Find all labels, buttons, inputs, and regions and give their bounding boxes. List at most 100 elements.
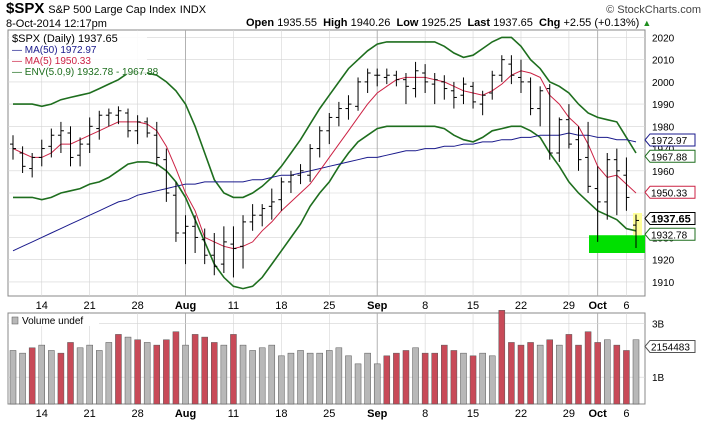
x-tick-label: 14	[36, 408, 48, 420]
ohlc-bar	[211, 233, 218, 276]
volume-bar	[38, 344, 46, 405]
volume-tick-label: 3B	[652, 320, 665, 331]
ohlc-bar	[479, 90, 486, 116]
ohlc-bar	[335, 101, 342, 127]
envelope-lower-line	[13, 125, 637, 290]
legend-main: $SPX (Daily) 1937.65	[12, 33, 118, 45]
ohlc-bar	[575, 126, 582, 171]
x-tick-label: 25	[323, 408, 335, 420]
ohlc-bar	[393, 70, 400, 87]
legend-ma5: — MA(5) 1950.33	[12, 56, 91, 67]
value-tag-box	[644, 185, 696, 199]
last-value: 1937.65	[493, 17, 533, 29]
ohlc-bar	[450, 81, 457, 109]
volume-bar	[211, 342, 218, 405]
value-tag-label: 1972.97	[651, 136, 688, 147]
ohlc-bar	[402, 73, 409, 105]
volume-bar	[9, 350, 17, 405]
ohlc-bar	[19, 146, 26, 173]
value-tag: 1937.65	[644, 211, 696, 225]
ohlc-bar	[29, 153, 36, 178]
ohlc-bar	[364, 68, 371, 93]
stockcharts-credit[interactable]: © StockCharts.com	[606, 4, 701, 16]
symbol: $SPX	[6, 0, 45, 17]
ohlc-bar	[565, 104, 572, 149]
volume-bar	[594, 342, 601, 405]
volume-bar	[316, 352, 323, 405]
volume-bar	[536, 344, 544, 405]
volume-bar	[163, 339, 170, 405]
value-tag: 1972.97	[644, 133, 696, 147]
ohlc-bar	[115, 106, 122, 125]
ohlc-bar	[345, 95, 352, 120]
ohlc-bar	[489, 70, 496, 100]
ohlc-bar	[192, 215, 199, 253]
x-tick-label: 21	[84, 408, 96, 420]
volume-bar	[393, 352, 400, 405]
volume-bar	[96, 350, 103, 405]
support-highlight-box	[589, 235, 645, 253]
ohlc-bar	[86, 117, 93, 153]
chart-title: $SPX S&P 500 Large Cap Index INDX	[6, 0, 206, 17]
volume-bar	[613, 344, 621, 405]
volume-bar	[268, 344, 276, 405]
volume-bar	[364, 352, 371, 405]
high-value: 1940.26	[350, 17, 391, 29]
ohlc-bar	[105, 108, 112, 127]
x-tick-label: 28	[131, 408, 143, 420]
ohlc-bar	[604, 153, 611, 220]
volume-bar	[134, 339, 141, 405]
ohlc-bar	[172, 181, 179, 242]
ohlc-bar	[460, 77, 467, 105]
chg-label: Chg	[539, 17, 561, 29]
value-tag-label: 1950.33	[651, 188, 688, 199]
x-tick-label: 25	[323, 300, 335, 312]
x-tick-label: 29	[563, 300, 575, 312]
value-tag-label: 1967.88	[651, 152, 688, 163]
ohlc-bar	[144, 117, 151, 138]
x-tick-label: 11	[228, 408, 239, 420]
ohlc-bar	[441, 75, 448, 100]
volume-bar	[115, 334, 122, 405]
volume-bar	[105, 342, 113, 405]
volume-bar	[143, 342, 151, 405]
volume-legend-swatch	[11, 316, 19, 325]
volume-bar	[57, 352, 65, 405]
volume-bar	[479, 352, 486, 405]
volume-bar	[412, 347, 419, 405]
x-tick-label: 22	[515, 408, 527, 420]
volume-bar	[488, 355, 496, 405]
ohlc-bar	[508, 55, 515, 85]
volume-bar	[191, 334, 199, 405]
volume-bar	[172, 331, 180, 405]
volume-bar	[498, 310, 506, 405]
exchange: INDX	[179, 4, 207, 16]
ohlc-bar	[633, 214, 639, 248]
volume-bar	[345, 355, 352, 405]
ohlc-bar	[259, 204, 266, 227]
volume-bar	[86, 344, 93, 405]
x-tick-label: 11	[228, 300, 239, 312]
x-tick-label: 29	[563, 408, 575, 420]
volume-bar	[19, 352, 26, 405]
value-tag-box	[644, 149, 696, 163]
price-tick-label: 1910	[652, 278, 675, 289]
volume-bar	[431, 352, 438, 405]
price-tick-label: 2010	[652, 56, 675, 67]
up-arrow-icon: ▲	[642, 18, 652, 28]
value-tag-box	[644, 211, 696, 225]
ohlc-bar	[585, 121, 592, 193]
ohlc-bar	[38, 139, 45, 167]
volume-bar	[421, 352, 429, 405]
volume-bar	[335, 347, 343, 405]
value-tag-box	[644, 133, 696, 147]
low-label: Low	[396, 17, 419, 29]
price-tick-label: 2000	[652, 78, 675, 89]
x-tick-label: 28	[131, 300, 143, 312]
ohlc-bar	[153, 121, 160, 167]
volume-bar	[287, 352, 295, 405]
value-tag: 1950.33	[644, 185, 696, 199]
volume-bar	[48, 350, 55, 405]
quote-date: 8-Oct-2014 12:17pm	[6, 18, 107, 30]
